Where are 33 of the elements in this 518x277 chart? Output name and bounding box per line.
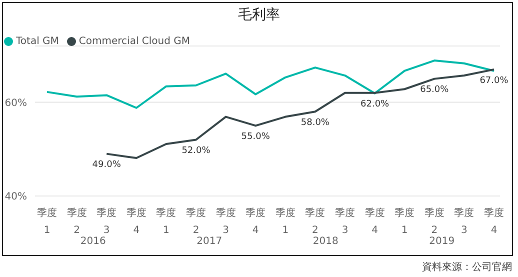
x-tick-label: 季度 2 bbox=[186, 207, 206, 236]
y-tick-label: 60% bbox=[4, 98, 27, 109]
legend-label: Commercial Cloud GM bbox=[78, 36, 190, 47]
x-tick-label: 季度 4 bbox=[484, 207, 504, 236]
chart-title: 毛利率 bbox=[237, 6, 281, 24]
x-tick-label: 季度 4 bbox=[364, 207, 385, 236]
x-tick-label: 季度 3 bbox=[335, 207, 355, 236]
x-tick-label: 季度 2 bbox=[305, 207, 326, 236]
text: 2017 bbox=[196, 236, 224, 247]
data-label: 49.0% bbox=[92, 160, 122, 170]
data-label: 65.0% bbox=[420, 85, 450, 96]
data-label: 62.0% bbox=[360, 99, 390, 110]
data-label: 67.0% bbox=[480, 76, 509, 86]
source-note: 資料來源：公司官網 bbox=[422, 260, 512, 274]
x-tick-label: 季度 1 bbox=[275, 207, 296, 236]
x-tick-label: 季度 3 bbox=[96, 207, 117, 236]
text: 2018 bbox=[312, 236, 340, 247]
text: 2019 bbox=[428, 236, 456, 247]
data-label: 52.0% bbox=[182, 146, 211, 156]
x-tick-label: 季度 1 bbox=[156, 207, 176, 236]
data-label: 58.0% bbox=[300, 118, 330, 128]
x-tick-label: 季度 1 bbox=[394, 207, 415, 236]
text: 2016 bbox=[79, 236, 107, 247]
x-tick-label: 季度 2 bbox=[66, 207, 87, 236]
y-tick-label: 40% bbox=[4, 192, 27, 203]
x-tick-label: 季度 3 bbox=[216, 207, 236, 236]
x-tick-label: 季度 2 bbox=[424, 207, 444, 236]
x-tick-label: 季度 3 bbox=[454, 207, 474, 236]
x-tick-label: 季度 4 bbox=[246, 207, 266, 236]
legend-label: Total GM bbox=[15, 36, 59, 47]
x-tick-label: 季度 4 bbox=[126, 207, 146, 236]
data-label: 55.0% bbox=[241, 132, 270, 142]
x-tick-label: 季度 1 bbox=[37, 207, 57, 236]
